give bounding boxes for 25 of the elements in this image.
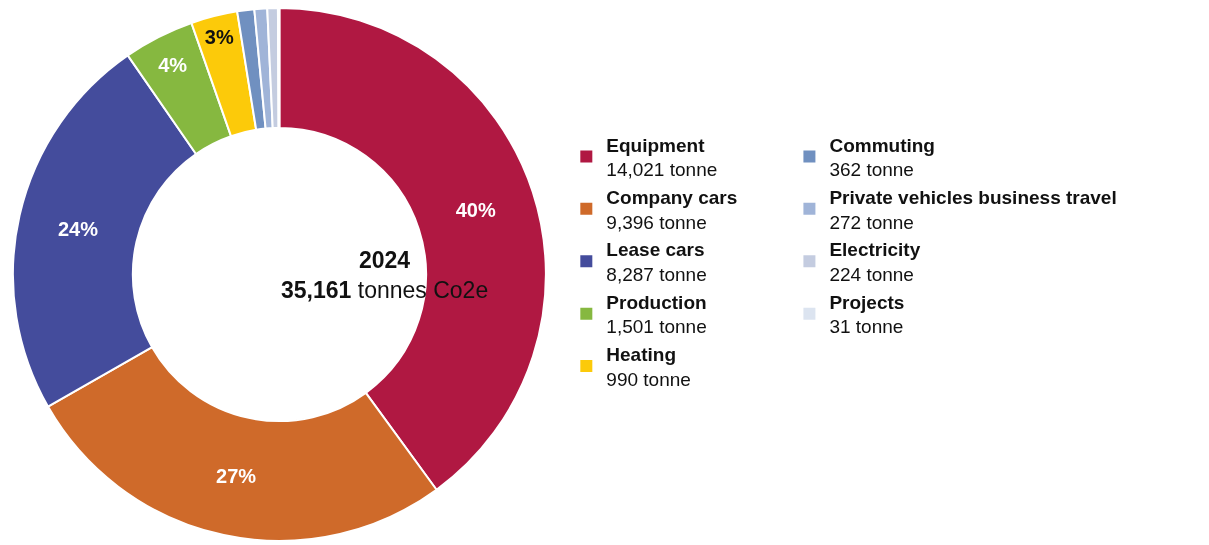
legend-label: Electricity (829, 239, 921, 261)
legend-label: Lease cars (606, 239, 705, 261)
text: 35,161 tonnes Co2e (281, 276, 489, 303)
legend-label: Company cars (606, 186, 738, 208)
data-label: 8,287 tonne (606, 264, 707, 286)
legend-label: Commuting (829, 134, 935, 156)
legend-label: Private vehicles business travel (829, 186, 1117, 208)
data-label: 1,501 tonne (606, 316, 707, 338)
data-label: 9,396 tonne (606, 211, 707, 233)
text: 2024 (359, 247, 411, 273)
legend-label: Heating (606, 344, 677, 366)
text: 3% (204, 26, 234, 49)
data-label: 990 tonne (606, 368, 691, 390)
legend-label: Equipment (606, 134, 706, 156)
data-label: 224 tonne (829, 264, 914, 286)
data-label: 272 tonne (829, 211, 914, 233)
text: 24% (57, 217, 98, 240)
data-label: 14,021 tonne (606, 159, 718, 181)
text: 27% (216, 465, 257, 488)
legend-label: Projects (829, 291, 905, 313)
data-label: 31 tonne (829, 316, 904, 338)
text: 4% (158, 54, 188, 77)
text: 40% (455, 199, 496, 222)
legend-label: Production (606, 291, 707, 313)
data-label: 362 tonne (829, 159, 914, 181)
